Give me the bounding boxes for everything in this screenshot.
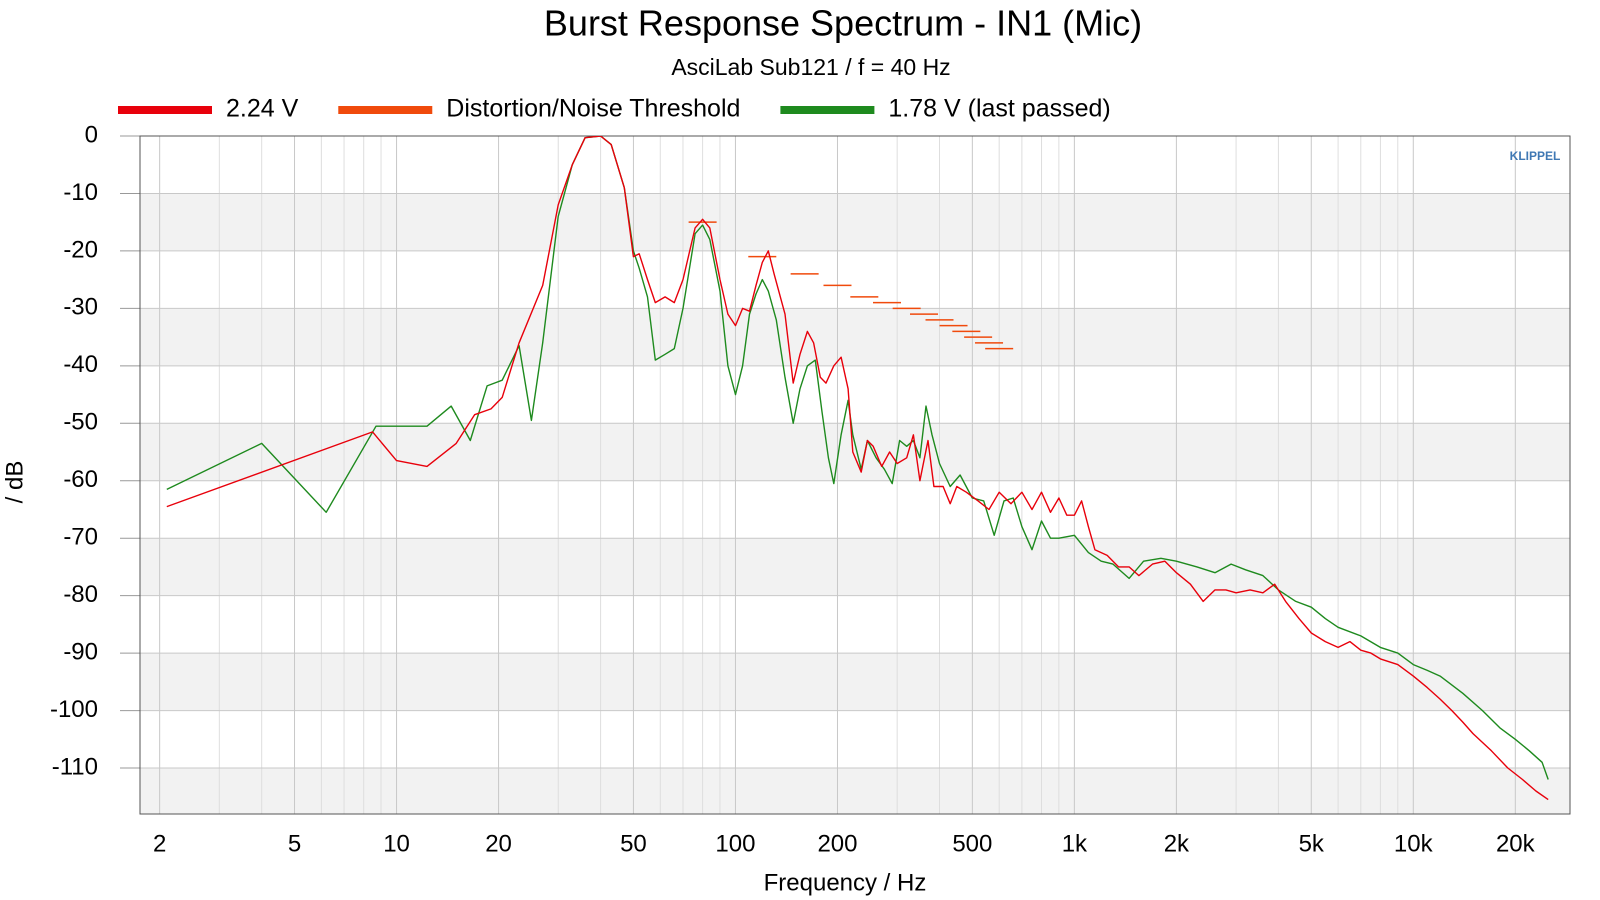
grid-band (140, 538, 1570, 596)
y-tick-label: -20 (63, 236, 98, 263)
series-line (166, 136, 1549, 801)
y-tick-label: -110 (52, 753, 98, 780)
grid-band (140, 423, 1570, 481)
grid-band (140, 653, 1570, 711)
y-tick-label: -60 (63, 466, 98, 493)
y-axis-title: / dB (1, 461, 28, 504)
y-tick-label: -40 (63, 351, 98, 378)
x-tick-label: 500 (952, 830, 992, 857)
legend-label: 2.24 V (226, 95, 299, 123)
x-axis-title: Frequency / Hz (764, 869, 927, 896)
x-tick-label: 5 (288, 830, 301, 857)
x-tick-label: 1k (1062, 830, 1088, 857)
chart-title: Burst Response Spectrum - IN1 (Mic) (544, 3, 1142, 44)
data-layer (166, 136, 1549, 801)
y-tick-label: -100 (50, 696, 98, 723)
x-tick-label: 5k (1299, 830, 1325, 857)
y-tick-label: -80 (63, 581, 98, 608)
chart-subtitle: AsciLab Sub121 / f = 40 Hz (671, 54, 950, 80)
grid-band (140, 308, 1570, 366)
grid-band (140, 193, 1570, 251)
x-tick-label: 200 (817, 830, 857, 857)
x-tick-label: 20k (1496, 830, 1536, 857)
y-tick-label: -10 (63, 179, 98, 206)
watermark: KLIPPEL (1510, 149, 1561, 163)
grid-band (140, 768, 1570, 814)
x-tick-label: 2 (153, 830, 166, 857)
legend-label: 1.78 V (last passed) (888, 95, 1110, 123)
y-tick-label: 0 (85, 121, 98, 148)
x-tick-label: 2k (1164, 830, 1190, 857)
y-tick-label: -70 (63, 524, 98, 551)
legend-label: Distortion/Noise Threshold (446, 95, 740, 123)
y-tick-label: -30 (63, 294, 98, 321)
x-tick-label: 10 (383, 830, 410, 857)
y-tick-label: -50 (63, 409, 98, 436)
plot-background (140, 136, 1570, 814)
x-tick-label: 10k (1394, 830, 1434, 857)
x-tick-label: 100 (715, 830, 755, 857)
x-tick-label: 20 (485, 830, 512, 857)
x-tick-label: 50 (620, 830, 647, 857)
plot-border (139, 135, 1571, 815)
y-tick-label: -90 (63, 638, 98, 665)
